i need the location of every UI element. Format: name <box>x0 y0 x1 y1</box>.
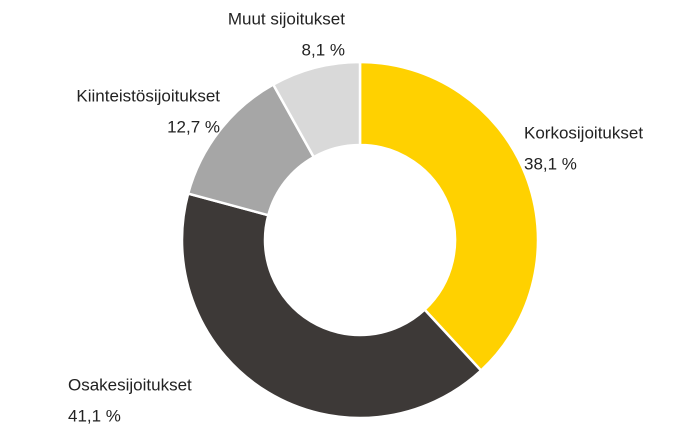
donut-segment <box>271 60 362 159</box>
segment-label: Korkosijoitukset <box>524 123 643 142</box>
segment-label: Muut sijoitukset <box>228 9 345 28</box>
segment-label: Osakesijoitukset <box>68 375 192 394</box>
segment-value-label: 38,1 % <box>524 154 577 173</box>
segment-value-label: 41,1 % <box>68 406 121 425</box>
segment-label: Kiinteistösijoitukset <box>76 86 220 105</box>
donut-segment <box>358 60 540 373</box>
segment-value-label: 8,1 % <box>302 40 345 59</box>
donut-segment <box>180 192 483 420</box>
segment-value-label: 12,7 % <box>167 117 220 136</box>
